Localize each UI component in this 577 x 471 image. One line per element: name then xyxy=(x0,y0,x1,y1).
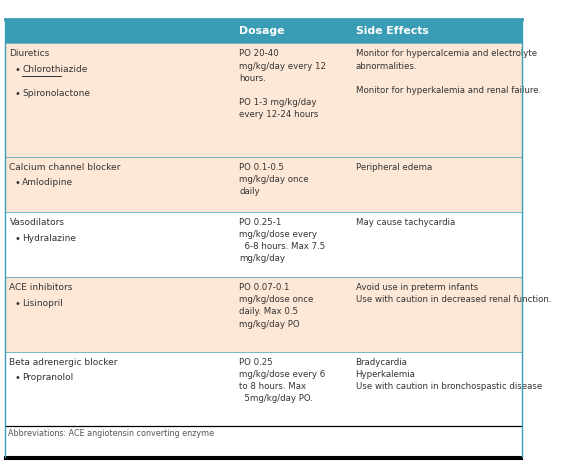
Text: •: • xyxy=(15,89,21,98)
Bar xyxy=(5,19,522,43)
Text: Hydralazine: Hydralazine xyxy=(22,234,76,243)
Text: •: • xyxy=(15,373,21,383)
Text: Vasodilators: Vasodilators xyxy=(9,218,65,227)
Text: •: • xyxy=(15,299,21,309)
Bar xyxy=(5,212,522,277)
Text: PO 0.25
mg/kg/dose every 6
to 8 hours. Max
  5mg/kg/day PO.: PO 0.25 mg/kg/dose every 6 to 8 hours. M… xyxy=(239,357,325,403)
Text: Diuretics: Diuretics xyxy=(9,49,50,58)
Text: Monitor for hypercalcemia and electrolyte
abnormalities.

Monitor for hyperkalem: Monitor for hypercalcemia and electrolyt… xyxy=(355,49,541,95)
Bar xyxy=(5,277,522,351)
Text: Propranolol: Propranolol xyxy=(22,373,73,382)
Text: May cause tachycardia: May cause tachycardia xyxy=(355,218,455,227)
Text: PO 20-40
mg/kg/day every 12
hours.

PO 1-3 mg/kg/day
every 12-24 hours: PO 20-40 mg/kg/day every 12 hours. PO 1-… xyxy=(239,49,327,119)
Text: Amlodipine: Amlodipine xyxy=(22,178,73,187)
Text: •: • xyxy=(15,178,21,188)
Text: Side Effects: Side Effects xyxy=(355,26,428,36)
Text: Beta adrenergic blocker: Beta adrenergic blocker xyxy=(9,357,118,367)
Text: Avoid use in preterm infants
Use with caution in decreased renal function.: Avoid use in preterm infants Use with ca… xyxy=(355,283,551,304)
Text: Peripheral edema: Peripheral edema xyxy=(355,162,432,171)
Text: Chlorothiazide: Chlorothiazide xyxy=(22,65,88,74)
Text: PO 0.25-1
mg/kg/dose every
  6-8 hours. Max 7.5
mg/kg/day: PO 0.25-1 mg/kg/dose every 6-8 hours. Ma… xyxy=(239,218,325,263)
Bar xyxy=(5,43,522,156)
Text: Bradycardia
Hyperkalemia
Use with caution in bronchospastic disease: Bradycardia Hyperkalemia Use with cautio… xyxy=(355,357,542,391)
Text: Dosage: Dosage xyxy=(239,26,285,36)
Text: Calcium channel blocker: Calcium channel blocker xyxy=(9,162,121,171)
Text: Lisinopril: Lisinopril xyxy=(22,299,63,308)
Text: •: • xyxy=(15,234,21,244)
Text: Abbreviations: ACE angiotensin converting enzyme: Abbreviations: ACE angiotensin convertin… xyxy=(8,429,214,438)
Text: ACE inhibitors: ACE inhibitors xyxy=(9,283,73,292)
Bar xyxy=(5,156,522,212)
Text: •: • xyxy=(15,65,21,75)
Text: PO 0.1-0.5
mg/kg/day once
daily: PO 0.1-0.5 mg/kg/day once daily xyxy=(239,162,309,196)
Text: Spironolactone: Spironolactone xyxy=(22,89,90,97)
Bar xyxy=(5,351,522,426)
Text: PO 0.07-0.1
mg/kg/dose once
daily. Max 0.5
mg/kg/day PO: PO 0.07-0.1 mg/kg/dose once daily. Max 0… xyxy=(239,283,314,328)
